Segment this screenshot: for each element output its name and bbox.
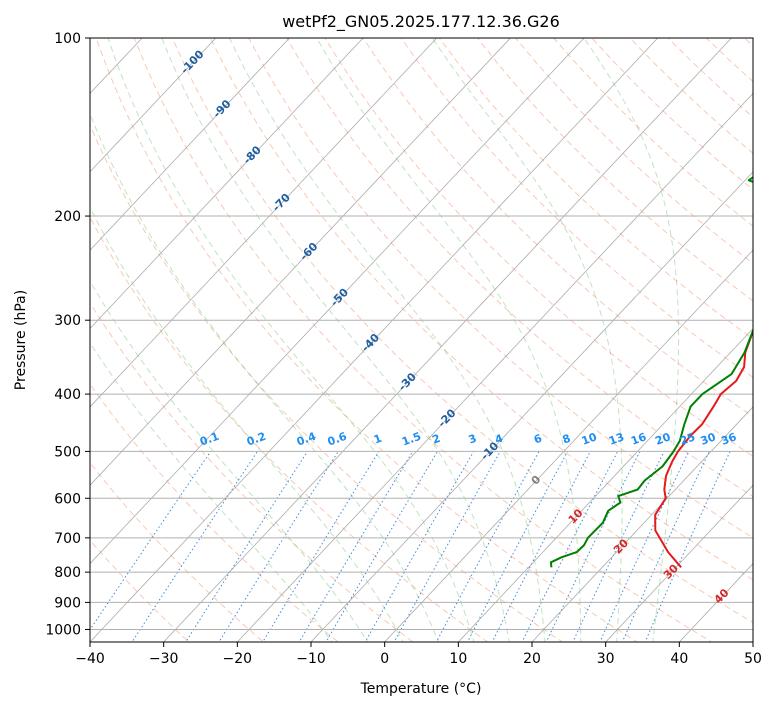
isotherm <box>90 38 659 642</box>
y-axis-title: Pressure (hPa) <box>13 290 29 390</box>
isotherm <box>90 38 511 486</box>
mixing-ratio-label: 6 <box>532 432 544 447</box>
profile-line <box>549 176 753 568</box>
dry-adiabat <box>362 38 753 418</box>
mixing-ratio-label: 13 <box>607 430 626 447</box>
mixing-ratio-label: 25 <box>678 430 697 447</box>
isotherm <box>310 171 753 642</box>
x-tick-label: 0 <box>380 651 389 667</box>
isotherm <box>163 38 732 642</box>
isotherm <box>531 406 753 642</box>
isobar-grid <box>90 37 753 630</box>
y-tick-label: 700 <box>54 531 81 547</box>
moist-adiabat <box>90 280 369 642</box>
mixing-ratio-label: 10 <box>580 430 599 448</box>
profile-series <box>549 176 753 568</box>
plot-frame <box>89 37 754 643</box>
x-tick-label: −30 <box>149 651 179 667</box>
isotherm <box>90 38 585 565</box>
y-tick-label: 800 <box>54 565 81 581</box>
moist-adiabat <box>583 38 680 642</box>
x-tick-label: 50 <box>744 651 762 667</box>
x-tick-label: 30 <box>597 651 615 667</box>
moist-adiabat <box>90 206 404 642</box>
y-tick-label: 900 <box>54 595 81 611</box>
mixing-ratio-label: 0.4 <box>295 430 318 449</box>
mixing-ratio-label: 1 <box>372 432 384 447</box>
mixing-ratio-label: 0.6 <box>326 430 349 449</box>
dry-adiabat <box>95 38 638 642</box>
y-tick-label: 200 <box>54 209 81 225</box>
isotherm <box>90 38 438 408</box>
chart-title: wetPf2_GN05.2025.177.12.36.G26 <box>282 12 560 32</box>
isotherm <box>236 92 753 642</box>
x-tick-label: 20 <box>523 651 541 667</box>
isotherm <box>384 249 753 642</box>
isotherm <box>90 38 364 330</box>
y-tick-label: 500 <box>54 444 81 460</box>
mixing-ratio-label: 36 <box>719 430 738 448</box>
x-tick-label: −20 <box>223 651 253 667</box>
dry-adiabat <box>90 123 564 642</box>
mixing-ratio-label: 30 <box>699 430 718 448</box>
mixing-ratio-label: 16 <box>629 430 648 448</box>
mixing-ratio-label: 3 <box>467 432 479 447</box>
isotherm <box>90 38 290 251</box>
dry-adiabat <box>400 38 753 378</box>
isotherm <box>457 327 753 642</box>
mixing-ratio-label: 0.1 <box>198 430 221 449</box>
y-tick-label: 400 <box>54 387 81 403</box>
dry-adiabat <box>90 539 190 642</box>
dry-adiabat <box>286 38 753 498</box>
y-tick-label: 1000 <box>45 622 81 638</box>
dry-adiabat <box>248 38 753 539</box>
mixing-ratio-label: 4 <box>493 432 505 447</box>
dry-adiabat <box>133 38 713 642</box>
isotherm <box>90 38 217 173</box>
x-tick-label: −40 <box>75 651 105 667</box>
moist-adiabat <box>229 38 546 642</box>
isotherm <box>605 484 753 642</box>
x-tick-label: 40 <box>670 651 688 667</box>
x-tick-label: −10 <box>296 651 326 667</box>
y-tick-label: 300 <box>54 313 81 329</box>
dry-adiabat <box>324 38 753 457</box>
mixing-ratio-label: 8 <box>561 432 573 447</box>
mixing-ratio-label: 0.2 <box>245 430 268 449</box>
mixing-ratio-label: 1.5 <box>400 430 423 449</box>
x-axis: −40 −30 −20 −10 0 10 20 30 40 50 <box>75 642 762 667</box>
mixing-ratio-label: 2 <box>430 432 442 447</box>
y-tick-label: 100 <box>54 31 81 47</box>
x-tick-label: 10 <box>449 651 467 667</box>
dry-adiabat <box>171 38 753 624</box>
x-axis-title: Temperature (°C) <box>360 681 482 697</box>
y-axis: 100 200 300 400 500 600 700 800 900 1000 <box>45 31 90 638</box>
mixing-ratio-label: 20 <box>653 430 672 448</box>
dry-adiabat <box>90 216 489 642</box>
y-tick-label: 600 <box>54 491 81 507</box>
